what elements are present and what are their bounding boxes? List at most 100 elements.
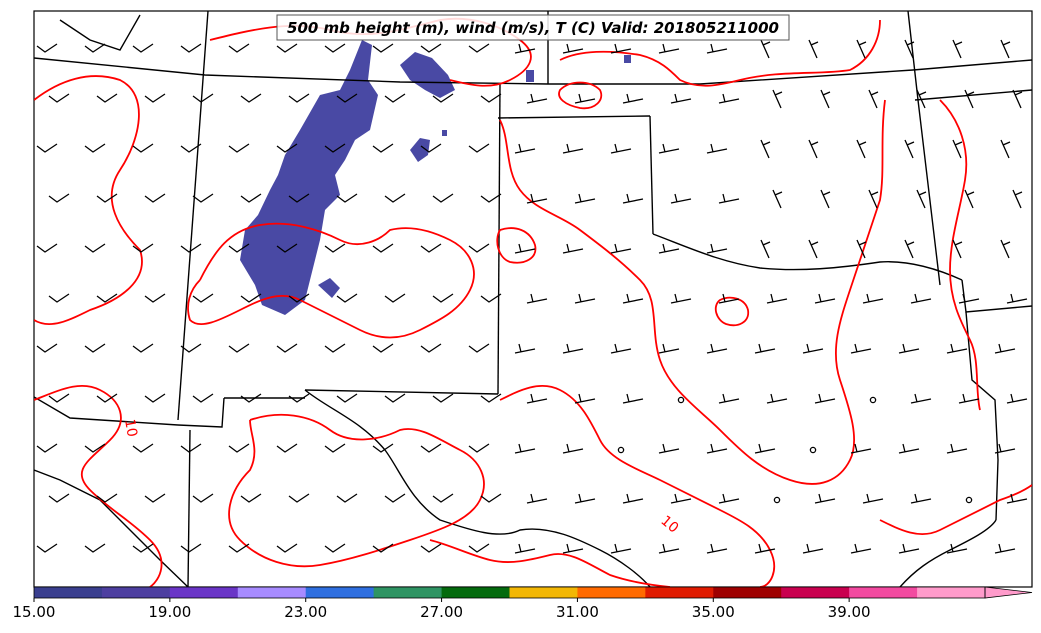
wind-barb (574, 293, 596, 304)
wind-barb (144, 293, 166, 303)
wind-barb (706, 343, 728, 354)
wind-barb (468, 243, 490, 253)
wind-barb (276, 143, 298, 153)
wind-barb (180, 143, 202, 153)
wind-barb (868, 89, 879, 109)
wind-barb (814, 493, 836, 504)
wind-barb (228, 43, 250, 53)
wind-barb (820, 189, 831, 209)
temp-contour-west-2 (34, 385, 163, 587)
wind-barb (96, 93, 118, 103)
wind-barb (288, 393, 310, 403)
wind-barb (36, 443, 58, 453)
colorbar-segment (441, 587, 510, 598)
wind-barb (132, 343, 154, 353)
boundary-panhandle-north (497, 115, 651, 119)
wind-barb (228, 543, 250, 553)
wind-barb (84, 443, 106, 453)
wind-barb (324, 343, 346, 353)
wind-barb (514, 343, 536, 354)
wind-barb (994, 543, 1016, 554)
temp-contour-small-1 (558, 81, 603, 110)
wind-barb (718, 493, 740, 504)
wind-barb (514, 243, 536, 254)
wind-barb (288, 193, 310, 203)
wind-barb (946, 543, 968, 554)
wind-barb (670, 293, 692, 304)
wind-barb (562, 343, 584, 354)
wind-barb (96, 193, 118, 203)
wind-barb (1000, 239, 1011, 259)
wind-barb (384, 93, 406, 103)
wind-barb (622, 393, 644, 404)
wind-barb (904, 139, 915, 159)
wind-barb (610, 343, 632, 354)
wind-barb (904, 239, 915, 259)
wind-barb (898, 543, 920, 554)
wind-barb (526, 393, 548, 404)
wind-barb (192, 193, 214, 203)
boundary-ok-ne (907, 11, 941, 286)
wind-barb (132, 143, 154, 153)
colorbar-segment (849, 587, 918, 598)
wind-barb (192, 293, 214, 303)
wind-barb (84, 43, 106, 53)
wind-barb (802, 543, 824, 554)
wind-barb (916, 89, 927, 109)
wind-barb (36, 343, 58, 353)
wind-barb (180, 43, 202, 53)
wind-barb (706, 443, 728, 454)
wind-barb (562, 543, 584, 554)
boundary-ne-line (914, 89, 1032, 101)
wind-barb (384, 393, 406, 403)
boundary-mexico-west (34, 469, 189, 587)
colorbar-segment (713, 587, 782, 598)
wind-barb (384, 193, 406, 203)
wind-barb (420, 443, 442, 453)
temp-contour-central-2 (228, 413, 485, 568)
wind-barb (432, 293, 454, 303)
wind-barb (658, 143, 680, 154)
wind-barb (808, 139, 819, 159)
wind-barb (336, 493, 358, 503)
wind-barb (706, 43, 728, 54)
temp-contour-central-1 (187, 222, 475, 339)
wind-barb (240, 293, 262, 303)
calm-wind-circle (773, 496, 781, 504)
boundary-nm-east (497, 83, 501, 395)
wind-barb (48, 93, 70, 103)
colorbar-tick-label: 31.00 (556, 603, 599, 621)
wind-barb (718, 193, 740, 204)
wind-barb (240, 93, 262, 103)
wind-barb (850, 443, 872, 454)
wind-barb (228, 243, 250, 253)
wind-barb (610, 43, 632, 54)
colorbar-segment (373, 587, 443, 598)
wind-barb (372, 443, 394, 453)
wind-barb (288, 93, 310, 103)
wind-barb (658, 443, 680, 454)
wind-barb (718, 293, 740, 304)
wind-barb (1000, 139, 1011, 159)
wind-barb (658, 343, 680, 354)
temp-contour-south-1 (429, 539, 671, 587)
colorbar-tick-label: 23.00 (284, 603, 327, 621)
wind-barb (574, 493, 596, 504)
colorbar-segment (34, 587, 103, 598)
colorbar-segment (645, 587, 714, 598)
colorbar-segment (305, 587, 375, 598)
wind-barb (180, 243, 202, 253)
boundary-red-river (652, 233, 963, 281)
colorbar-outline (33, 586, 986, 599)
wind-barb (180, 443, 202, 453)
wind-speed-fill (240, 40, 631, 315)
wind-barb (324, 143, 346, 153)
boundary-nm-south (304, 389, 499, 395)
wind-barb (480, 193, 502, 203)
wind-barb (372, 343, 394, 353)
wind-barb (814, 293, 836, 304)
wind-barb (144, 93, 166, 103)
wind-barb (96, 293, 118, 303)
temp-contour-small-2 (496, 227, 537, 264)
